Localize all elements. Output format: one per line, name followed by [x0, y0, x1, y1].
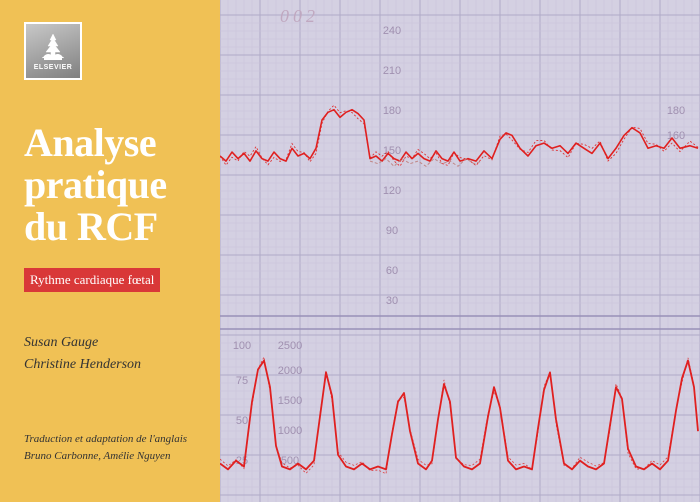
svg-text:100: 100 — [233, 340, 251, 352]
title-line-2: pratique — [24, 164, 202, 206]
svg-text:120: 120 — [383, 185, 401, 197]
translation-credits: Traduction et adaptation de l'anglais Br… — [24, 431, 202, 464]
authors-block: Susan Gauge Christine Henderson — [24, 332, 202, 377]
svg-text:2000: 2000 — [278, 365, 302, 377]
left-panel: ELSEVIER Analyse pratique du RCF Rythme … — [0, 0, 220, 502]
title-line-3: du RCF — [24, 206, 202, 248]
svg-text:2500: 2500 — [278, 340, 302, 352]
svg-text:180: 180 — [383, 105, 401, 117]
ctg-trace-chart: 2402101801501209060301801601007550252500… — [220, 0, 700, 502]
svg-text:60: 60 — [386, 265, 398, 277]
subtitle: Rythme cardiaque fœtal — [24, 268, 160, 292]
publisher-logo: ELSEVIER — [24, 22, 82, 80]
svg-text:30: 30 — [386, 295, 398, 307]
translation-line-2: Bruno Carbonne, Amélie Nguyen — [24, 448, 202, 465]
publisher-name: ELSEVIER — [34, 64, 73, 71]
author-2: Christine Henderson — [24, 354, 202, 376]
svg-text:90: 90 — [386, 225, 398, 237]
svg-text:1000: 1000 — [278, 425, 302, 437]
book-cover: ELSEVIER Analyse pratique du RCF Rythme … — [0, 0, 700, 502]
svg-text:180: 180 — [667, 105, 685, 117]
title-line-1: Analyse — [24, 122, 202, 164]
svg-text:50: 50 — [236, 415, 248, 427]
ctg-chart-panel: 002 240210180150120906030180160100755025… — [220, 0, 700, 502]
translation-line-1: Traduction et adaptation de l'anglais — [24, 431, 202, 448]
svg-text:150: 150 — [383, 145, 401, 157]
author-1: Susan Gauge — [24, 332, 202, 354]
page-watermark: 002 — [280, 6, 319, 27]
svg-text:210: 210 — [383, 65, 401, 77]
elsevier-tree-icon — [38, 32, 68, 62]
svg-text:240: 240 — [383, 25, 401, 37]
svg-text:75: 75 — [236, 375, 248, 387]
svg-text:1500: 1500 — [278, 395, 302, 407]
